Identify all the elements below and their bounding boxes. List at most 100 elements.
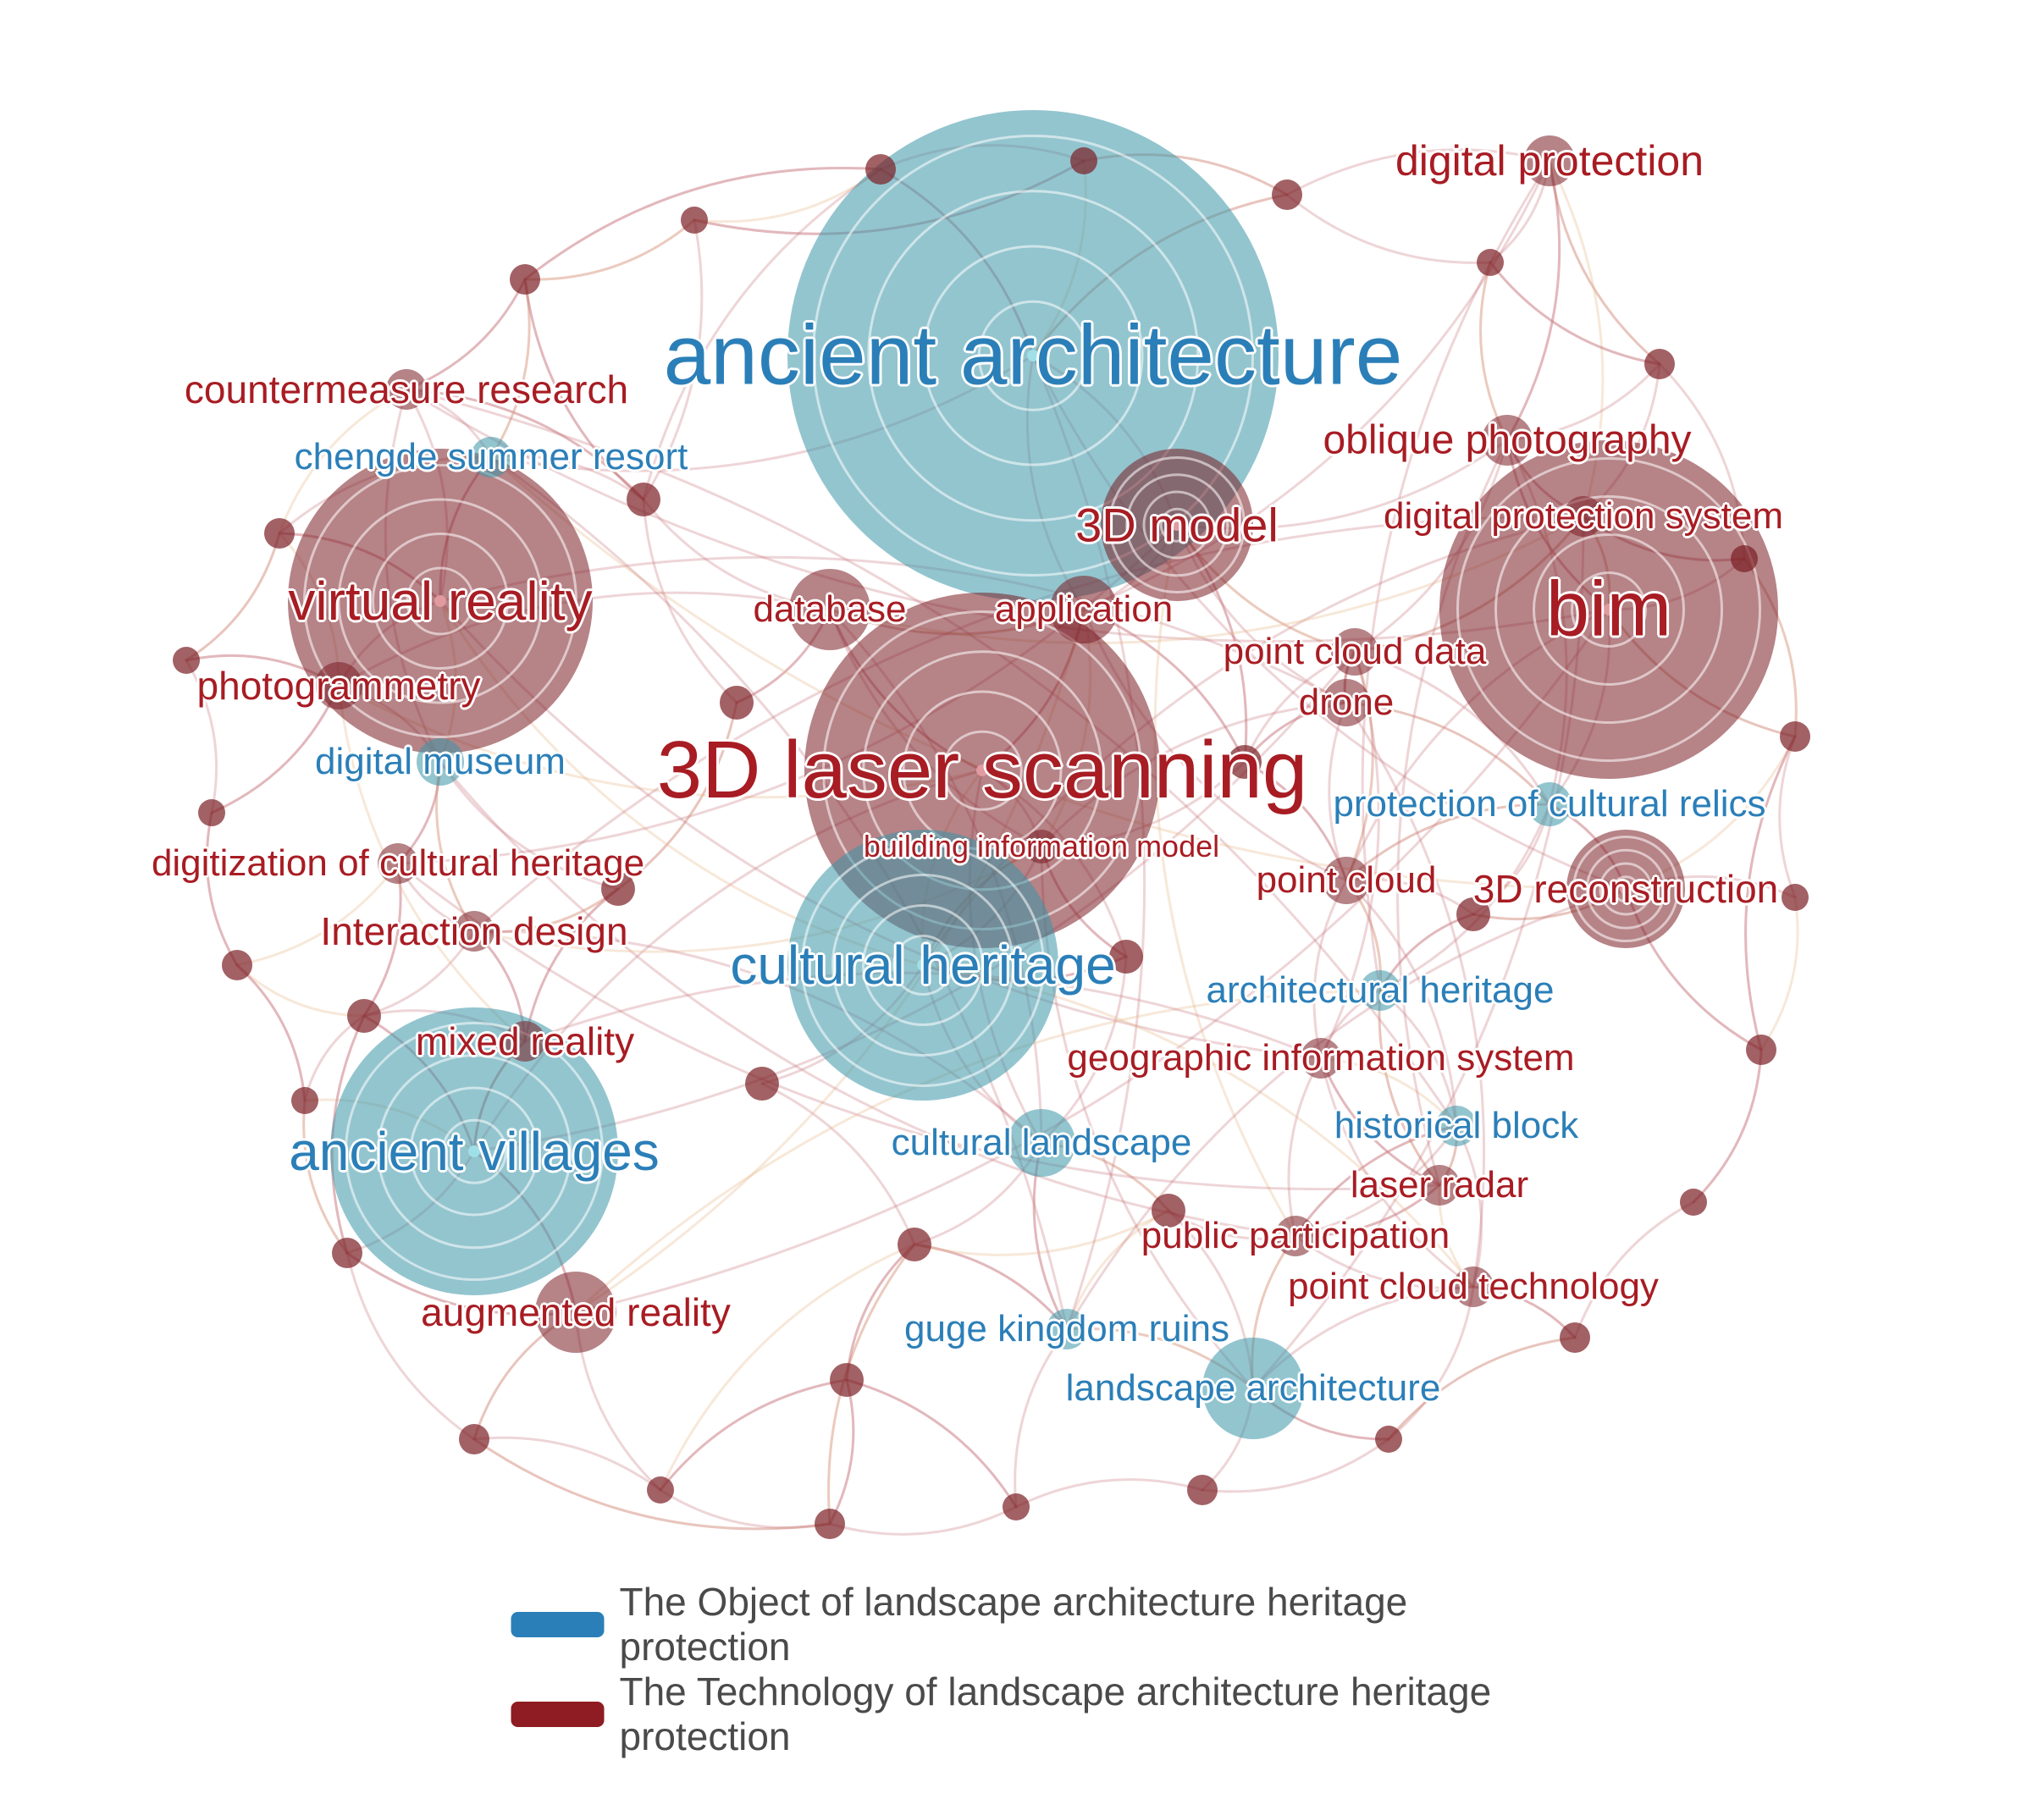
node-label: application bbox=[995, 588, 1173, 631]
node-major bbox=[1275, 1216, 1316, 1256]
legend-row-technology: The Technology of landscape architecture… bbox=[511, 1669, 1533, 1759]
legend-label-technology: The Technology of landscape architecture… bbox=[620, 1669, 1533, 1759]
node-minor bbox=[1003, 1493, 1030, 1520]
node-label: building information model bbox=[864, 829, 1219, 864]
node-major bbox=[1008, 1109, 1075, 1177]
node-label: oblique photography bbox=[1323, 417, 1691, 464]
node-major bbox=[1439, 440, 1778, 779]
node-major bbox=[1566, 830, 1685, 948]
node-minor bbox=[1272, 179, 1302, 210]
node-major bbox=[1563, 496, 1604, 537]
node-major bbox=[1047, 1309, 1087, 1349]
node-major bbox=[417, 738, 464, 786]
node-major bbox=[330, 1007, 618, 1295]
node-major bbox=[386, 369, 427, 410]
node-label: laser radar bbox=[1351, 1164, 1528, 1206]
node-minor bbox=[830, 1363, 864, 1397]
node-label: historical block bbox=[1334, 1105, 1579, 1147]
node-minor bbox=[1375, 1426, 1402, 1453]
node-major bbox=[471, 437, 511, 477]
node-minor bbox=[745, 1067, 779, 1101]
node-major bbox=[1419, 1165, 1460, 1206]
node-label: augmented reality bbox=[421, 1289, 731, 1335]
edge-layer bbox=[0, 0, 2044, 1810]
node-label: mixed reality bbox=[416, 1018, 634, 1064]
node-label: architectural heritage bbox=[1207, 969, 1555, 1012]
node-label: digital protection system bbox=[1384, 495, 1783, 538]
legend-label-object: The Object of landscape architecture her… bbox=[620, 1580, 1533, 1669]
node-major bbox=[505, 1021, 545, 1062]
node-label: Interaction design bbox=[320, 908, 627, 954]
node-major bbox=[1202, 1338, 1304, 1439]
node-label: cultural heritage bbox=[730, 934, 1115, 996]
node-label: point cloud bbox=[1257, 859, 1437, 902]
node-minor bbox=[173, 647, 200, 674]
legend: The Object of landscape architecture her… bbox=[511, 1580, 1533, 1759]
network-canvas: ancient architecture 3D laser scanning bim… bbox=[0, 0, 2044, 1810]
node-minor bbox=[1560, 1322, 1590, 1353]
node-minor bbox=[222, 950, 252, 980]
legend-row-object: The Object of landscape architecture her… bbox=[511, 1580, 1533, 1669]
node-minor bbox=[647, 1476, 674, 1504]
node-major bbox=[1527, 782, 1572, 826]
node-minor bbox=[1680, 1189, 1707, 1216]
node-label: 3D reconstruction bbox=[1473, 866, 1779, 912]
node-major bbox=[1101, 449, 1253, 601]
node-label: point cloud technology bbox=[1288, 1266, 1659, 1308]
node-label: photogrammetry bbox=[197, 663, 481, 709]
node-minor bbox=[347, 999, 381, 1033]
node-label: digitization of cultural heritage bbox=[152, 842, 644, 885]
node-label: geographic information system bbox=[1067, 1037, 1574, 1079]
node-minor bbox=[720, 686, 754, 720]
node-minor bbox=[1187, 1475, 1218, 1505]
node-label: database bbox=[753, 588, 906, 631]
node-major bbox=[1453, 1266, 1494, 1307]
node-label: 3D laser scanning bbox=[657, 724, 1307, 817]
node-label: public participation bbox=[1141, 1215, 1450, 1257]
node-minor bbox=[332, 1238, 362, 1268]
node-minor bbox=[1780, 721, 1810, 752]
node-major bbox=[1436, 1106, 1477, 1146]
node-minor bbox=[898, 1228, 931, 1261]
node-major bbox=[1323, 857, 1370, 904]
node-major bbox=[378, 843, 418, 884]
node-label: 3D model bbox=[1075, 498, 1279, 553]
node-label: bim bbox=[1546, 566, 1671, 654]
legend-swatch-technology bbox=[511, 1702, 605, 1727]
node-label: countermeasure research bbox=[185, 367, 628, 412]
node-minor bbox=[865, 154, 896, 185]
node-minor bbox=[1731, 545, 1758, 572]
node-minor bbox=[510, 264, 540, 295]
node-minor bbox=[601, 872, 635, 906]
node-major bbox=[1323, 679, 1370, 726]
node-label: chengde summer resort bbox=[295, 436, 688, 478]
node-label: ancient architecture bbox=[664, 307, 1403, 405]
node-label: virtual reality bbox=[288, 570, 592, 632]
node-major bbox=[454, 911, 494, 952]
node-major bbox=[1050, 576, 1118, 643]
legend-swatch-object bbox=[511, 1612, 605, 1637]
node-major bbox=[288, 449, 593, 753]
node-major bbox=[1331, 628, 1378, 676]
node-label: point cloud data bbox=[1224, 631, 1487, 673]
node-label: drone bbox=[1299, 682, 1395, 724]
node-minor bbox=[1746, 1035, 1776, 1065]
node-minor bbox=[1456, 897, 1490, 931]
node-label: cultural landscape bbox=[892, 1122, 1192, 1164]
node-major bbox=[1482, 415, 1533, 466]
node-minor bbox=[198, 799, 225, 826]
node-label: ancient villages bbox=[289, 1120, 660, 1183]
node-minor bbox=[1070, 147, 1097, 174]
node-label: digital protection bbox=[1395, 136, 1704, 185]
node-label: landscape architecture bbox=[1066, 1367, 1441, 1410]
node-major bbox=[535, 1272, 616, 1353]
node-minor bbox=[459, 1424, 489, 1454]
node-major bbox=[1524, 135, 1575, 186]
node-label: guge kingdom ruins bbox=[904, 1308, 1229, 1350]
node-major bbox=[1025, 830, 1058, 864]
node-minor bbox=[1152, 1194, 1185, 1228]
node-minor bbox=[264, 518, 295, 549]
node-major bbox=[804, 593, 1160, 948]
node-major bbox=[315, 662, 362, 709]
node-major bbox=[1301, 1038, 1341, 1079]
